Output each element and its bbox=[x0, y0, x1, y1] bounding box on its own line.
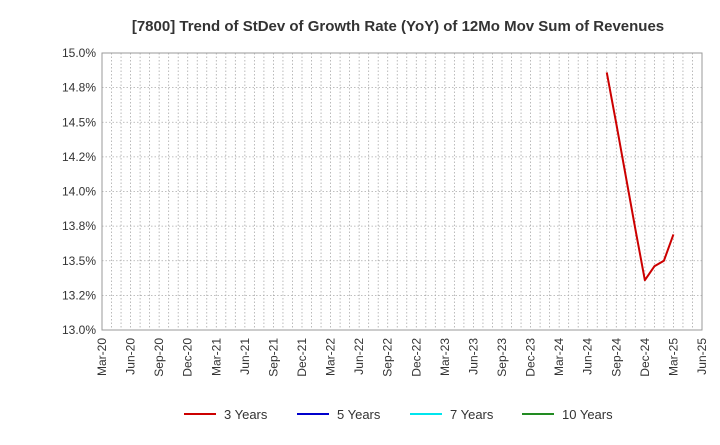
y-tick-label: 13.8% bbox=[62, 219, 96, 233]
x-tick-label: Dec-24 bbox=[638, 338, 652, 377]
x-axis-ticks: Mar-20 Jun-20 Sep-20 Dec-20 Mar-21 Jun-21 Sep-… bbox=[95, 338, 709, 377]
legend-label: 10 Years bbox=[562, 407, 613, 422]
y-axis-ticks: 13.0% 13.2% 13.5% 13.8% 14.0% 14.2% 14.5% 14.8%… bbox=[62, 46, 96, 337]
chart-title: [7800] Trend of StDev of Growth Rate (Yo… bbox=[132, 18, 664, 35]
legend-item: 3 Years bbox=[184, 407, 268, 422]
x-tick-label: Jun-21 bbox=[238, 338, 252, 375]
series-lines bbox=[605, 72, 675, 282]
y-tick-label: 13.2% bbox=[62, 288, 96, 302]
x-tick-label: Dec-22 bbox=[409, 338, 423, 377]
x-tick-label: Jun-22 bbox=[352, 338, 366, 375]
x-tick-label: Sep-20 bbox=[152, 338, 166, 377]
y-tick-label: 14.5% bbox=[62, 115, 96, 129]
y-tick-label: 13.5% bbox=[62, 254, 96, 268]
legend-label: 7 Years bbox=[450, 407, 494, 422]
x-tick-label: Mar-24 bbox=[552, 338, 566, 376]
x-tick-label: Sep-22 bbox=[381, 338, 395, 377]
x-tick-label: Dec-21 bbox=[295, 338, 309, 377]
x-tick-label: Jun-23 bbox=[466, 338, 480, 375]
legend-item: 7 Years bbox=[410, 407, 494, 422]
legend-item: 5 Years bbox=[297, 407, 381, 422]
x-tick-label: Mar-21 bbox=[209, 338, 223, 376]
x-tick-label: Dec-20 bbox=[181, 338, 195, 377]
y-tick-label: 14.8% bbox=[62, 81, 96, 95]
grid-lines bbox=[102, 53, 702, 330]
x-tick-label: Mar-23 bbox=[438, 338, 452, 376]
legend: 3 Years 5 Years 7 Years 10 Years bbox=[184, 407, 613, 422]
series-line bbox=[605, 72, 675, 282]
x-tick-label: Mar-20 bbox=[95, 338, 109, 376]
x-tick-label: Dec-23 bbox=[524, 338, 538, 377]
x-tick-label: Jun-25 bbox=[695, 338, 709, 375]
legend-item: 10 Years bbox=[522, 407, 613, 422]
plot-frame bbox=[101, 52, 703, 331]
x-tick-label: Sep-21 bbox=[266, 338, 280, 377]
y-tick-label: 15.0% bbox=[62, 46, 96, 60]
x-tick-label: Mar-22 bbox=[324, 338, 338, 376]
y-tick-label: 14.2% bbox=[62, 150, 96, 164]
legend-label: 3 Years bbox=[224, 407, 268, 422]
legend-label: 5 Years bbox=[337, 407, 381, 422]
y-tick-label: 13.0% bbox=[62, 323, 96, 337]
x-tick-label: Jun-24 bbox=[581, 338, 595, 375]
x-tick-label: Mar-25 bbox=[666, 338, 680, 376]
x-tick-label: Jun-20 bbox=[124, 338, 138, 375]
x-tick-label: Sep-24 bbox=[609, 338, 623, 377]
y-tick-label: 14.0% bbox=[62, 185, 96, 199]
x-tick-label: Sep-23 bbox=[495, 338, 509, 377]
